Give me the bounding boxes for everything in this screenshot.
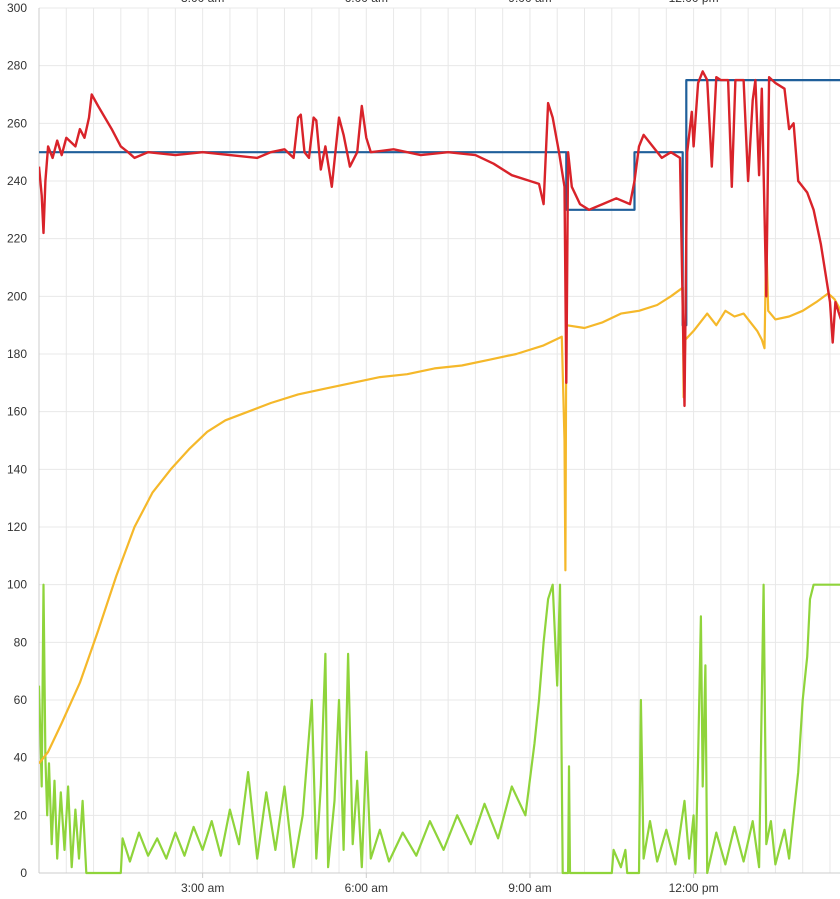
y-tick-label: 300	[7, 1, 27, 15]
x-tick-label: 9:00 am	[508, 881, 551, 895]
y-tick-label: 40	[14, 751, 28, 765]
top-tick-label: 6:00 am	[345, 0, 388, 5]
series-line-1	[39, 70, 840, 408]
chart-series	[39, 70, 840, 875]
y-tick-label: 180	[7, 347, 27, 361]
y-tick-label: 80	[14, 635, 28, 649]
y-tick-label: 0	[20, 866, 27, 880]
series-line-2	[39, 237, 840, 765]
x-tick-label: 6:00 am	[345, 881, 388, 895]
y-tick-label: 280	[7, 59, 27, 73]
top-tick-label: 9:00 am	[508, 0, 551, 5]
top-tick-label: 3:00 am	[181, 0, 224, 5]
y-tick-label: 240	[7, 174, 27, 188]
x-tick-label: 3:00 am	[181, 881, 224, 895]
y-tick-label: 220	[7, 232, 27, 246]
y-tick-label: 100	[7, 578, 27, 592]
top-tick-label: 12:00 pm	[669, 0, 719, 5]
x-tick-label: 12:00 pm	[669, 881, 719, 895]
y-tick-label: 200	[7, 289, 27, 303]
chart-grid	[39, 7, 840, 874]
chart-tick-labels: 0 20 40 60 80 100 120 140 160 180 200 220 240 260 280 3…	[7, 0, 719, 895]
y-tick-label: 260	[7, 116, 27, 130]
y-tick-label: 60	[14, 693, 28, 707]
series-line-3	[39, 583, 840, 875]
y-tick-label: 20	[14, 808, 28, 822]
y-tick-label: 120	[7, 520, 27, 534]
y-tick-label: 160	[7, 405, 27, 419]
y-tick-label: 140	[7, 462, 27, 476]
